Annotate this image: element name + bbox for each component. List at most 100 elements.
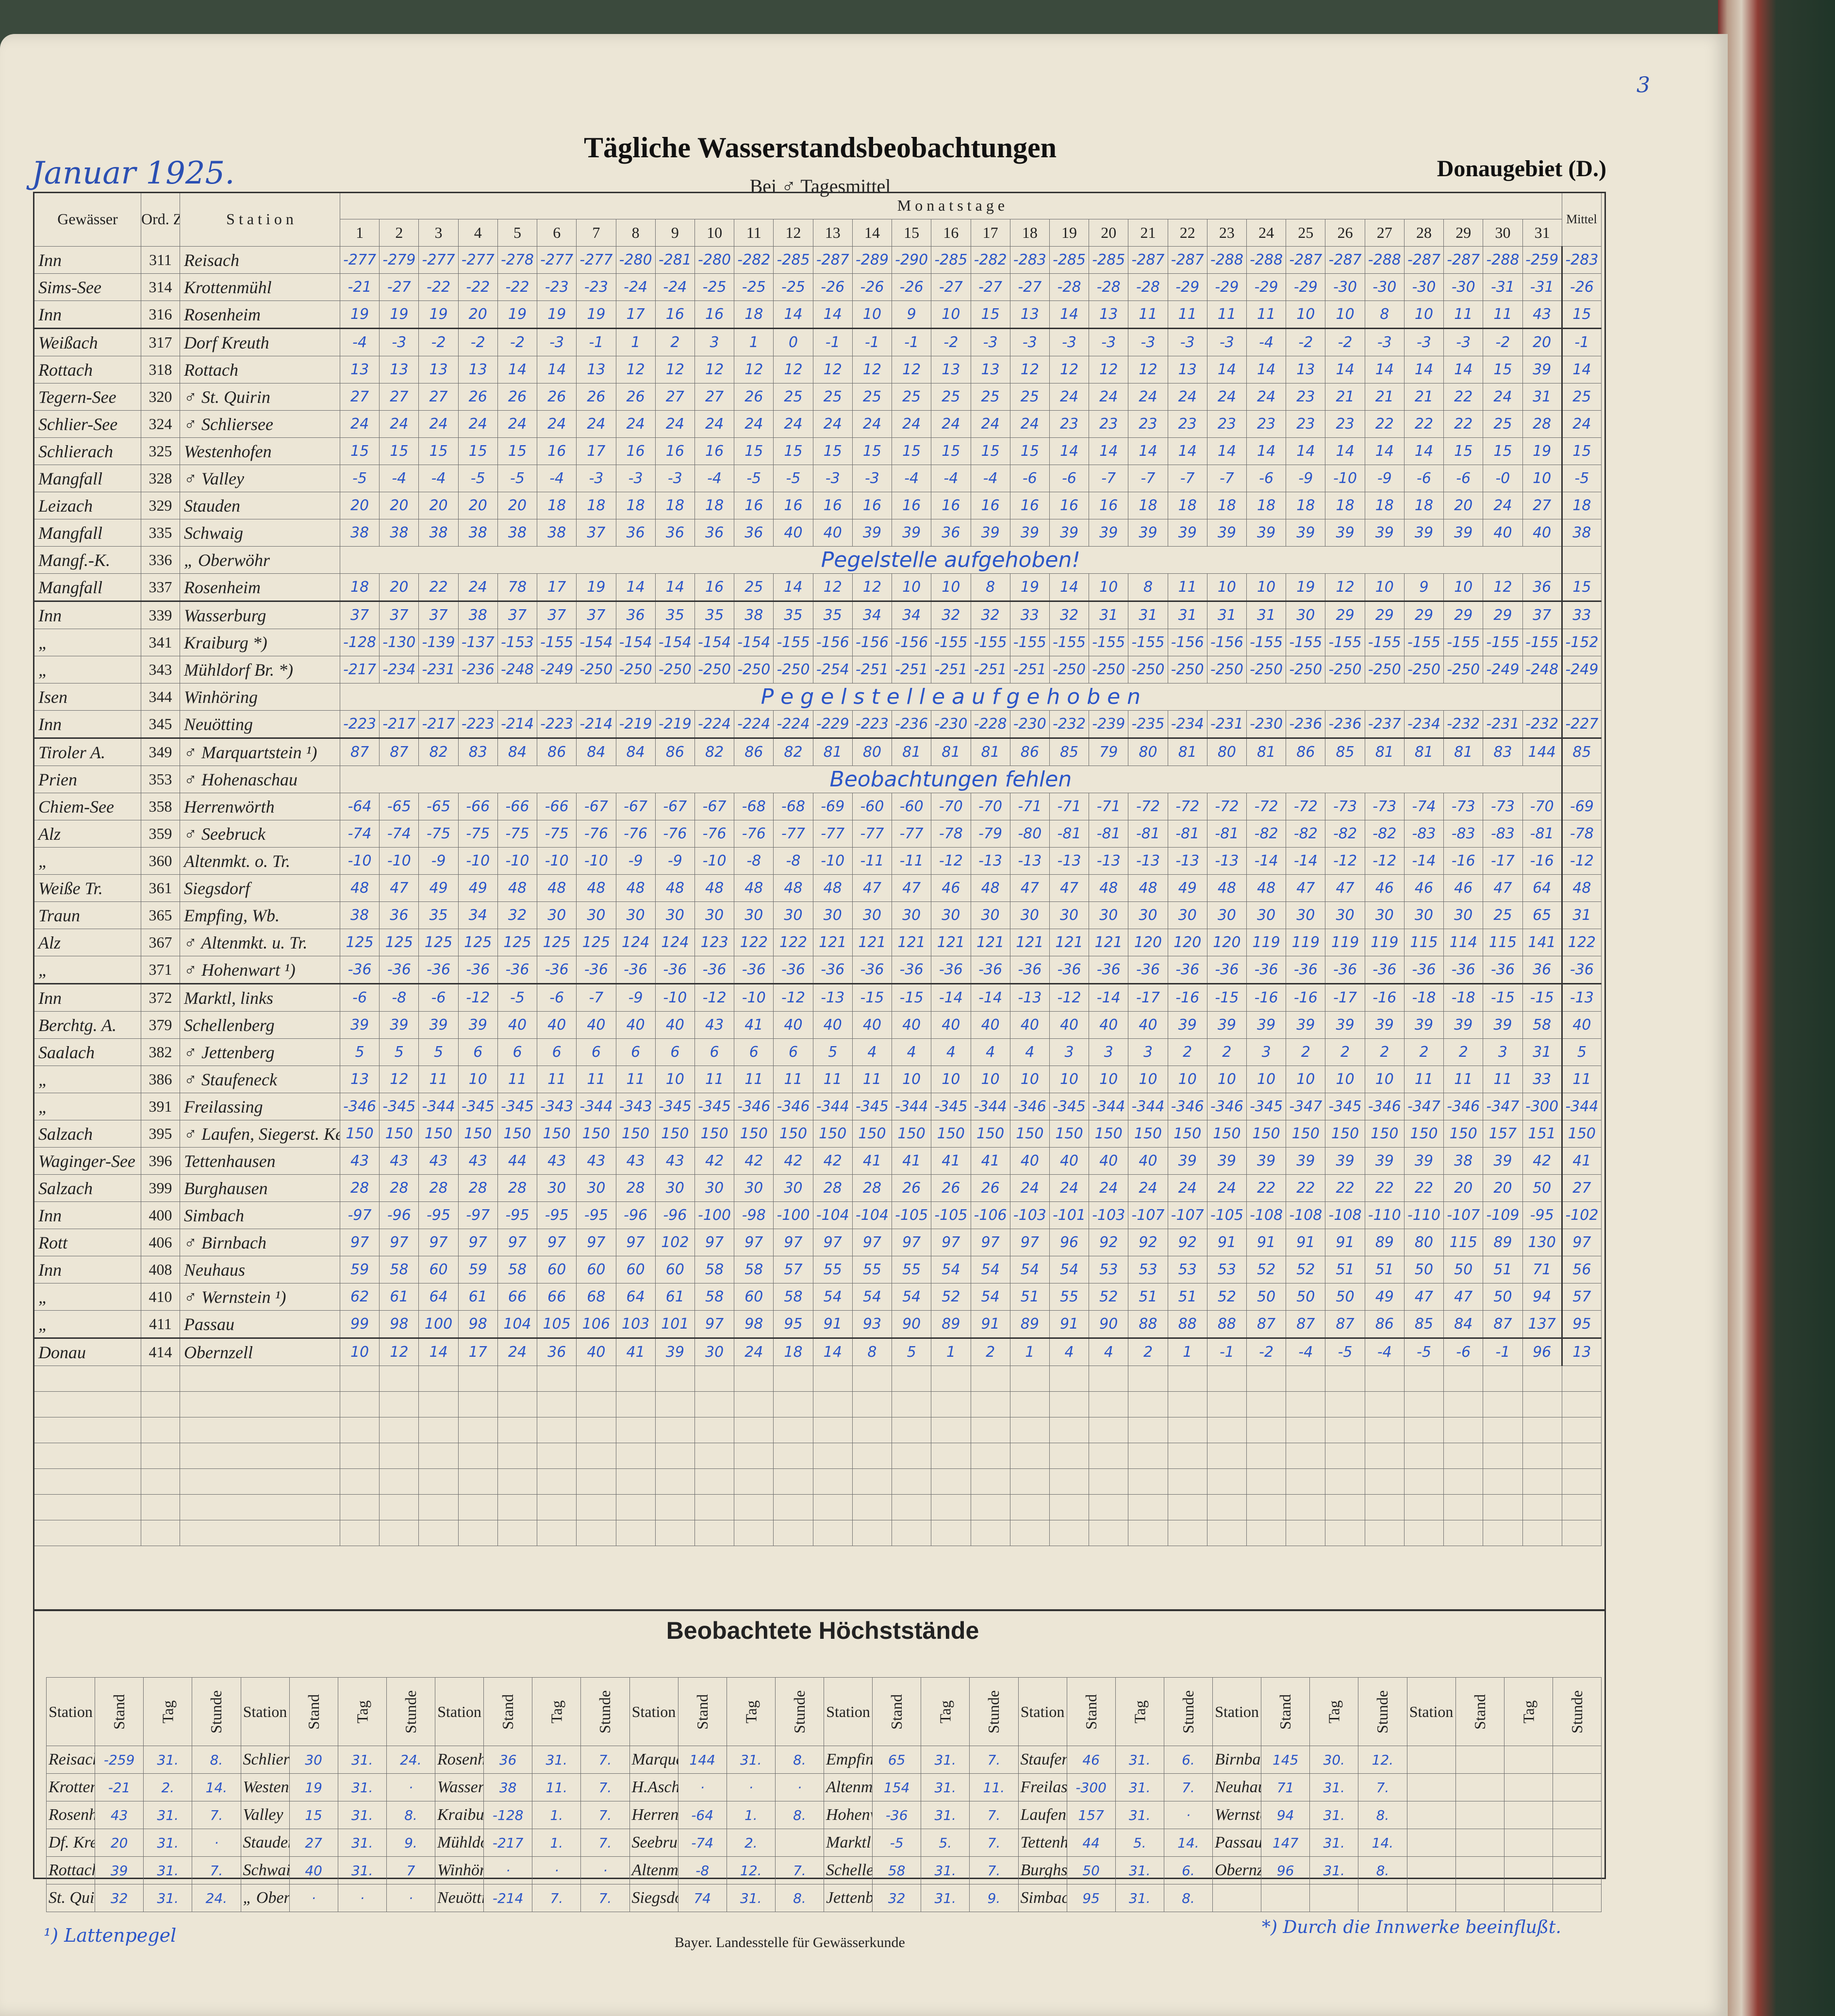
empty-cell [576,1520,616,1546]
hs-station: Seebruck [629,1829,678,1857]
table-row: Mangfall 328 ♂ Valley -5 -4 -4 -5 -5 -4 -3 -3 -3 -4-… [34,465,1602,492]
empty-cell [1207,1366,1247,1392]
value-cell: 21 [1364,383,1405,411]
hs-stunde: 8. [1163,1884,1213,1912]
value-cell: 94 [1522,1283,1562,1311]
value-cell: 13 [1167,356,1207,383]
value-cell: 12 [615,356,656,383]
value-cell: 35 [812,600,853,629]
value-cell: -250 [1246,656,1287,683]
value-cell: 44 [497,1147,538,1175]
value-cell: 24 [1483,492,1523,519]
empty-cell [576,1366,616,1392]
empty-cell [1522,1468,1562,1495]
hs-station-header: Station [1018,1677,1067,1746]
value-cell: -344 [1128,1093,1168,1120]
ord-cell: 345 [141,710,180,738]
empty-cell [1522,1366,1562,1392]
hs-stunde: 7. [969,1801,1019,1829]
value-cell: 6 [655,1038,695,1066]
value-cell: -10 [694,847,735,875]
empty-cell [970,1520,1010,1546]
mean-cell [1561,683,1602,711]
empty-cell [970,1468,1010,1495]
value-cell: 18 [1325,492,1365,519]
value-cell: 1 [615,328,656,356]
mean-cell: 27 [1561,1174,1602,1202]
value-cell: 150 [1167,1120,1207,1148]
value-cell: 124 [615,929,656,956]
value-cell: 22 [418,573,459,601]
hs-stunde-header: Stunde [580,1677,630,1746]
value-cell: 3 [1089,1038,1129,1066]
hs-stand [1455,1829,1504,1857]
station-cell: ♂ St. Quirin [180,383,340,411]
empty-cell [694,1468,735,1495]
value-cell: -217 [339,656,380,683]
table-row: Weiße Tr. 361 Siegsdorf 48 47 49 49 48 48 48 48 48 4… [34,874,1602,902]
gewaesser-cell: Mangfall [34,519,141,547]
gewaesser-cell: „ [34,1310,141,1338]
value-cell: 88 [1207,1310,1247,1338]
value-cell: 50 [1404,1256,1444,1283]
value-cell: 27 [655,383,695,411]
value-cell: 58 [734,1256,774,1283]
gewaesser-cell: Mangfall [34,573,141,601]
value-cell: -14 [931,983,971,1012]
value-cell: -283 [1009,246,1050,274]
value-cell: -248 [497,656,538,683]
ord-cell: 324 [141,410,180,438]
empty-cell [1561,1520,1602,1546]
ord-cell: 311 [141,246,180,274]
station-cell: Dorf Kreuth [180,328,340,356]
value-cell: 20 [1443,492,1484,519]
value-cell: 12 [892,356,932,383]
ord-cell: 382 [141,1038,180,1066]
book-edge [1718,0,1835,2016]
value-cell: -156 [852,629,893,656]
value-cell: -82 [1286,820,1326,848]
empty-cell [773,1468,813,1495]
value-cell: -60 [892,793,932,820]
gewaesser-cell: „ [34,1066,141,1093]
value-cell: -154 [615,629,656,656]
value-cell: -108 [1246,1201,1287,1229]
value-cell: 23 [1128,410,1168,438]
value-cell: -36 [1246,956,1287,984]
value-cell: -36 [1128,956,1168,984]
empty-cell [694,1391,735,1417]
value-cell: 89 [1364,1229,1405,1256]
value-cell: -282 [734,246,774,274]
value-cell: 10 [1207,1066,1247,1093]
empty-cell [1128,1443,1168,1469]
value-cell: 11 [694,1066,735,1093]
station-cell: Krottenmühl [180,273,340,301]
value-cell: 19 [576,573,616,601]
value-cell: -214 [576,710,616,738]
hs-stand-header: Stand [1066,1677,1116,1746]
value-cell: 16 [1009,492,1050,519]
empty-cell [141,1443,180,1469]
value-cell: 43 [615,1147,656,1175]
hs-stunde [1358,1884,1407,1912]
ord-cell: 339 [141,600,180,629]
value-cell: 40 [773,1011,813,1039]
value-cell: -7 [576,983,616,1012]
value-cell: -234 [1167,710,1207,738]
value-cell: 125 [537,929,577,956]
station-cell: ♂ Marquartstein ¹) [180,737,340,766]
value-cell: -290 [892,246,932,274]
value-cell: 10 [1049,1066,1090,1093]
value-cell: 24 [1009,410,1050,438]
value-cell: 13 [379,356,419,383]
gewaesser-cell: Rottach [34,356,141,383]
value-cell: -36 [1364,956,1405,984]
gewaesser-cell: Leizach [34,492,141,519]
value-cell: 11 [1404,1066,1444,1093]
table-row: Rott 406 ♂ Birnbach 97 97 97 97 97 97 97 97 102 97 97… [34,1229,1602,1256]
value-cell: 150 [339,1120,380,1148]
value-cell: -4 [537,465,577,492]
value-cell: -4 [694,465,735,492]
empty-cell [852,1468,893,1495]
value-cell: -2 [1325,328,1365,356]
